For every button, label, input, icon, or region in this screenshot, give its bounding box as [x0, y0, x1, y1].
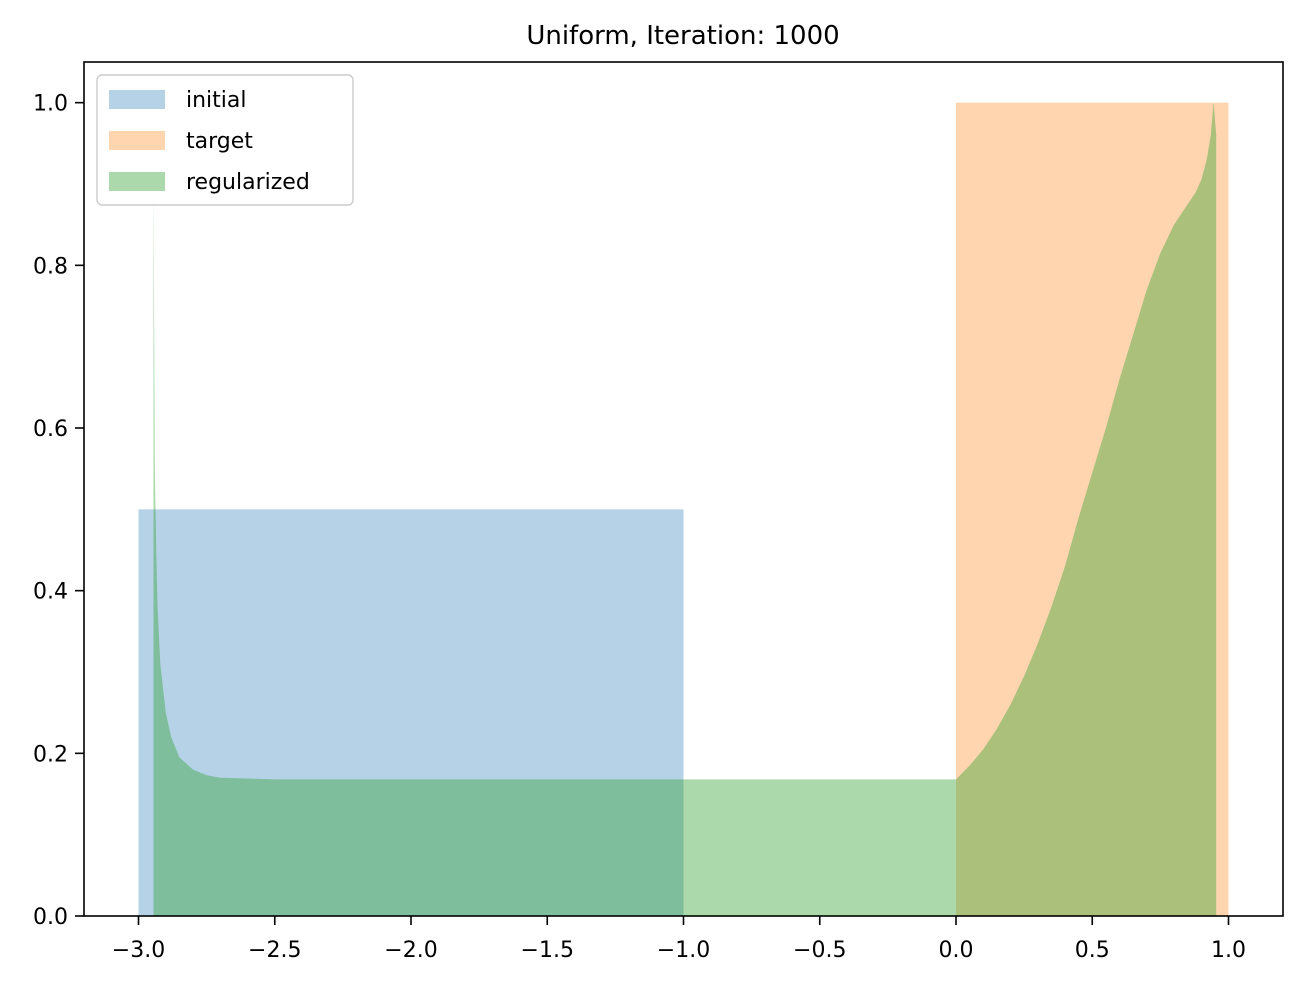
legend-swatch-target — [109, 131, 165, 150]
area-regularized — [153, 102, 1217, 917]
y-tick-label: 0.4 — [33, 580, 68, 605]
x-tick-label: −1.0 — [657, 938, 710, 963]
x-tick-label: 0.0 — [939, 938, 974, 963]
x-tick-label: 1.0 — [1211, 938, 1246, 963]
legend-swatch-initial — [109, 90, 165, 109]
x-tick-label: −2.0 — [384, 938, 437, 963]
x-tick-label: −1.5 — [521, 938, 574, 963]
area-target — [956, 102, 1229, 917]
legend: initial target regularized — [96, 74, 354, 206]
legend-box — [96, 74, 354, 206]
x-tick-label: −2.5 — [248, 938, 301, 963]
legend-swatch-regularized — [109, 172, 165, 191]
x-tick-label: −3.0 — [112, 938, 165, 963]
y-tick-label: 0.8 — [33, 254, 68, 279]
area-initial — [138, 509, 684, 916]
legend-label-regularized: regularized — [186, 170, 310, 195]
legend-label-target: target — [186, 129, 253, 154]
y-tick-label: 0.0 — [33, 905, 68, 930]
plot-areas — [138, 102, 1229, 917]
y-axis: 0.0 0.2 0.4 0.6 0.8 1.0 — [33, 92, 84, 930]
chart-title: Uniform, Iteration: 1000 — [526, 21, 839, 51]
y-tick-label: 0.6 — [33, 417, 68, 442]
plot-frame — [83, 61, 1284, 917]
x-tick-label: −0.5 — [793, 938, 846, 963]
x-tick-label: 0.5 — [1075, 938, 1110, 963]
y-tick-label: 0.2 — [33, 742, 68, 767]
y-tick-label: 1.0 — [33, 92, 68, 117]
x-axis: −3.0 −2.5 −2.0 −1.5 −1.0 −0.5 0.0 0.5 1.0 — [112, 916, 1246, 963]
legend-label-initial: initial — [186, 88, 247, 113]
